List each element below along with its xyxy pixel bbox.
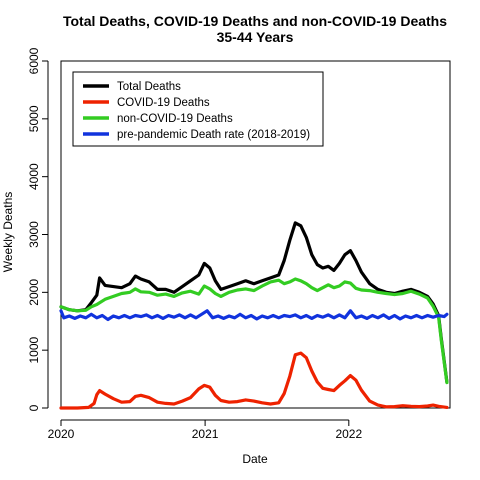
- series-line-covid-19-deaths: [59, 351, 449, 410]
- x-tick-label: 2021: [192, 427, 219, 441]
- legend-label: Total Deaths: [117, 81, 181, 93]
- plot-frame: [60, 60, 451, 409]
- x-tick-label: 2020: [48, 427, 75, 441]
- legend-label: pre-pandemic Death rate (2018-2019): [117, 129, 310, 141]
- y-tick-label: 6000: [27, 47, 41, 74]
- x-tick-label: 2022: [335, 427, 362, 441]
- legend-label: non-COVID-19 Deaths: [117, 113, 233, 125]
- y-tick-label: 4000: [27, 163, 41, 190]
- legend-box: [72, 71, 324, 147]
- y-tick-label: 5000: [27, 105, 41, 132]
- y-tick-label: 0: [27, 404, 41, 411]
- x-axis-label: Date: [242, 452, 268, 466]
- series-line-total-deaths: [59, 221, 449, 384]
- plot-area: 0 1000 2000 3000 4000 5000 6000 2020 2021 2022: [27, 47, 451, 441]
- y-tick-label: 3000: [27, 221, 41, 248]
- y-tick-label: 1000: [27, 336, 41, 363]
- series-line-pre-pandemic-death-rate-2018-2019: [59, 309, 449, 322]
- chart-title: Total Deaths, COVID-19 Deaths and non-CO…: [63, 13, 447, 29]
- chart-subtitle: 35-44 Years: [217, 29, 294, 45]
- y-axis-label: Weekly Deaths: [1, 192, 15, 272]
- legend: Total Deaths COVID-19 Deaths non-COVID-19 …: [72, 71, 324, 147]
- legend-label: COVID-19 Deaths: [117, 97, 210, 109]
- y-tick-label: 2000: [27, 279, 41, 306]
- series-line-non-covid-19-deaths: [59, 277, 449, 385]
